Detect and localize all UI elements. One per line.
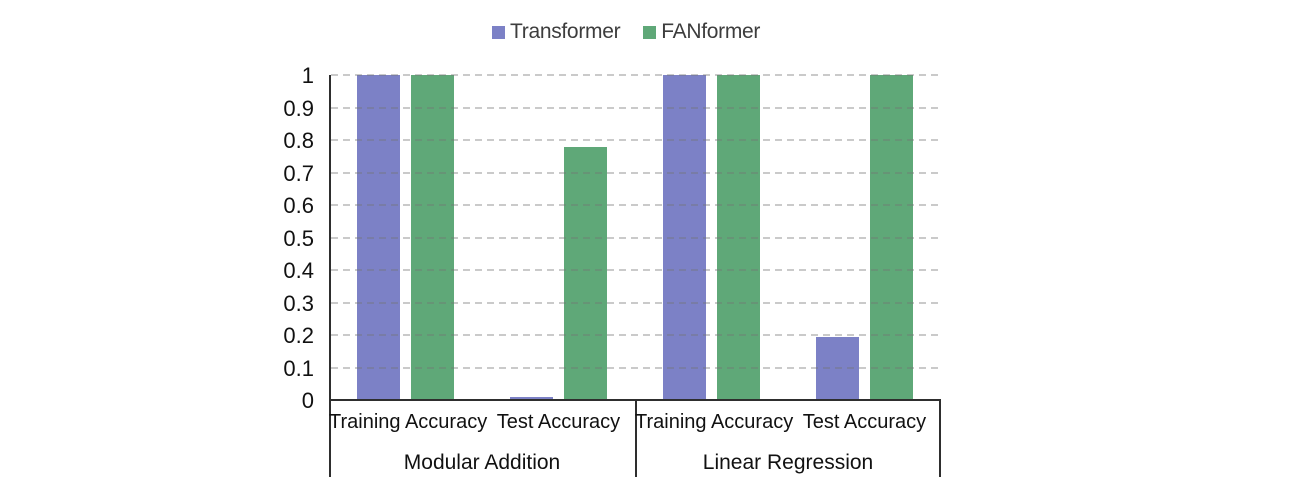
legend-item-fanformer: FANformer <box>643 20 760 44</box>
bar-fanformer-2 <box>717 75 760 400</box>
y-tick-label-0: 0 <box>301 388 314 413</box>
gridline-0.2 <box>331 334 941 336</box>
category-divider <box>635 400 637 477</box>
bar-transformer-0 <box>357 75 400 400</box>
bar-transformer-3 <box>816 336 859 400</box>
gridline-0.3 <box>331 301 941 304</box>
gridline-0.8 <box>331 139 941 141</box>
legend-swatch-transformer <box>492 25 505 39</box>
y-tick-label-0.6: 0.6 <box>283 193 314 218</box>
legend-item-transformer: Transformer <box>492 20 621 44</box>
category-label-test-accuracy-0: Test Accuracy <box>496 411 621 433</box>
y-axis-line <box>329 75 331 477</box>
gridline-0.1 <box>331 366 941 369</box>
y-tick-label-0.4: 0.4 <box>283 258 314 283</box>
y-tick-label-0.9: 0.9 <box>283 95 314 121</box>
gridline-0.4 <box>331 269 941 271</box>
legend-label-transformer: Transformer <box>510 20 621 43</box>
legend-label-fanformer: FANformer <box>661 20 761 43</box>
bar-fanformer-1 <box>564 146 607 400</box>
y-tick-label-1: 1 <box>301 63 314 88</box>
y-tick-label-0.3: 0.3 <box>283 290 314 316</box>
category-label-training-accuracy-0: Training Accuracy <box>329 411 488 433</box>
bar-fanformer-3 <box>870 75 913 400</box>
gridline-1 <box>331 74 941 76</box>
gridline-0.5 <box>331 236 941 239</box>
bar-fanformer-0 <box>411 75 454 400</box>
bar-transformer-1 <box>510 396 553 400</box>
chart-legend: Transformer FANformer <box>492 20 760 44</box>
gridline-0.7 <box>331 171 941 174</box>
y-tick-label-0.8: 0.8 <box>283 128 314 153</box>
y-tick-label-0.5: 0.5 <box>283 225 314 251</box>
gridline-0.9 <box>331 106 941 109</box>
category-label-training-accuracy-1: Training Accuracy <box>635 411 794 433</box>
legend-swatch-fanformer <box>643 25 657 39</box>
y-tick-label-0.7: 0.7 <box>283 160 314 186</box>
group-label-linear-regression: Linear Regression <box>702 451 874 474</box>
bar-transformer-2 <box>663 75 706 400</box>
category-box-right <box>939 400 941 477</box>
y-tick-label-0.1: 0.1 <box>283 355 314 381</box>
category-label-test-accuracy-1: Test Accuracy <box>802 411 927 433</box>
gridline-0.6 <box>331 204 941 206</box>
y-tick-label-0.2: 0.2 <box>283 323 314 348</box>
group-label-modular-addition: Modular Addition <box>403 451 561 474</box>
